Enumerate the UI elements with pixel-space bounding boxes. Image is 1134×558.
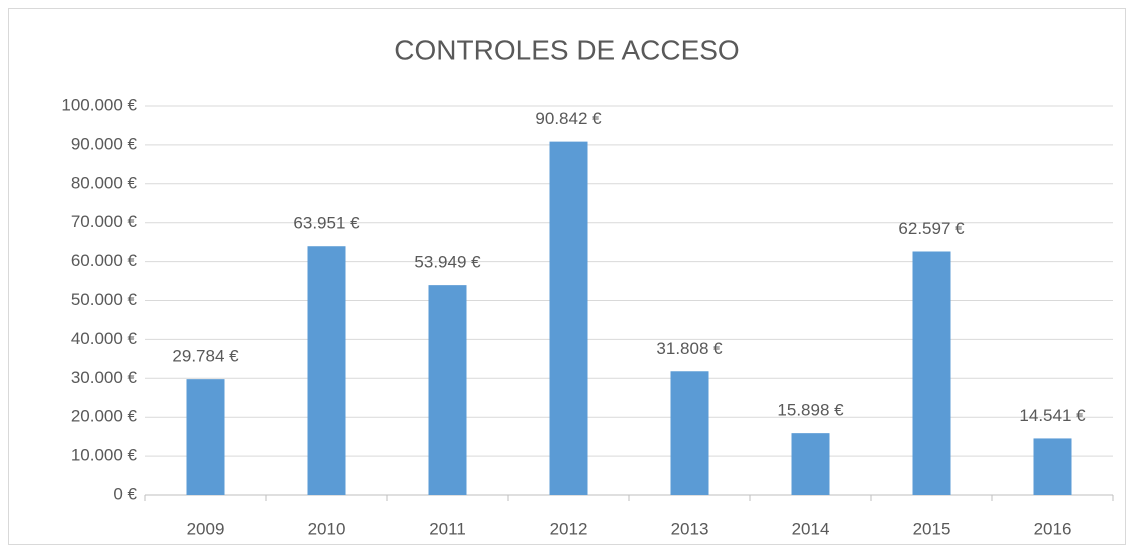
data-label: 31.808 € [656, 339, 723, 358]
y-tick-label: 20.000 € [71, 407, 138, 426]
y-tick-label: 10.000 € [71, 446, 138, 465]
bar [549, 141, 588, 495]
x-tick-label: 2015 [913, 519, 951, 538]
data-label: 53.949 € [414, 253, 481, 272]
y-tick-label: 90.000 € [71, 134, 138, 153]
x-tick-label: 2014 [792, 519, 830, 538]
data-label: 15.898 € [777, 401, 844, 420]
bar [307, 246, 346, 495]
data-label: 62.597 € [898, 219, 965, 238]
bar [1033, 438, 1072, 495]
y-tick-label: 100.000 € [61, 95, 137, 114]
data-label: 29.784 € [172, 347, 239, 366]
x-tick-label: 2012 [550, 519, 588, 538]
bar [791, 433, 830, 495]
data-label: 90.842 € [535, 109, 602, 128]
bar [670, 371, 709, 495]
y-tick-label: 80.000 € [71, 173, 138, 192]
bar [912, 251, 951, 495]
y-tick-label: 50.000 € [71, 290, 138, 309]
data-label: 63.951 € [293, 214, 360, 233]
x-tick-label: 2009 [187, 519, 225, 538]
x-tick-label: 2013 [671, 519, 709, 538]
y-tick-label: 60.000 € [71, 251, 138, 270]
x-tick-label: 2010 [308, 519, 346, 538]
y-tick-label: 0 € [113, 484, 137, 503]
bar [428, 285, 467, 495]
y-tick-label: 40.000 € [71, 329, 138, 348]
chart-title: CONTROLES DE ACCESO [394, 34, 739, 65]
bar [186, 379, 225, 495]
y-tick-label: 30.000 € [71, 368, 138, 387]
x-tick-label: 2016 [1034, 519, 1072, 538]
data-label: 14.541 € [1019, 406, 1086, 425]
x-tick-label: 2011 [429, 519, 466, 538]
y-tick-label: 70.000 € [71, 212, 138, 231]
